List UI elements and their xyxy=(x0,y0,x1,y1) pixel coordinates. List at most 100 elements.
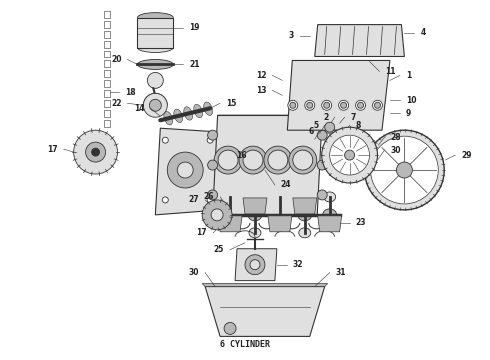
Circle shape xyxy=(86,142,105,162)
Circle shape xyxy=(268,150,288,170)
Ellipse shape xyxy=(204,102,213,115)
Text: 21: 21 xyxy=(189,60,200,69)
Text: 30: 30 xyxy=(189,268,199,277)
Circle shape xyxy=(92,148,99,156)
Circle shape xyxy=(288,100,298,110)
Text: 11: 11 xyxy=(386,67,396,76)
Text: 16: 16 xyxy=(236,150,246,159)
Text: 23: 23 xyxy=(356,218,366,227)
Polygon shape xyxy=(268,216,292,232)
Circle shape xyxy=(167,152,203,188)
Circle shape xyxy=(149,99,161,111)
Circle shape xyxy=(339,100,348,110)
Text: 28: 28 xyxy=(391,133,401,142)
Circle shape xyxy=(344,150,355,160)
Text: 20: 20 xyxy=(111,55,122,64)
Circle shape xyxy=(317,190,327,200)
Circle shape xyxy=(207,137,213,143)
Text: 29: 29 xyxy=(461,150,472,159)
Text: 32: 32 xyxy=(293,260,303,269)
Circle shape xyxy=(264,146,292,174)
Text: 17: 17 xyxy=(47,145,58,154)
Circle shape xyxy=(305,100,315,110)
Circle shape xyxy=(162,197,168,203)
Text: 10: 10 xyxy=(406,96,416,105)
Circle shape xyxy=(239,146,267,174)
Ellipse shape xyxy=(174,109,183,122)
Circle shape xyxy=(365,130,444,210)
Circle shape xyxy=(162,137,168,143)
Polygon shape xyxy=(202,284,328,287)
Circle shape xyxy=(144,93,167,117)
Circle shape xyxy=(224,323,236,334)
Ellipse shape xyxy=(194,104,203,118)
Circle shape xyxy=(211,209,223,221)
Ellipse shape xyxy=(298,84,316,96)
Circle shape xyxy=(245,255,265,275)
Polygon shape xyxy=(318,216,342,232)
Polygon shape xyxy=(287,60,390,130)
Polygon shape xyxy=(155,128,222,215)
Text: 6 CYLINDER: 6 CYLINDER xyxy=(220,340,270,349)
Text: 9: 9 xyxy=(406,109,411,118)
Text: 24: 24 xyxy=(281,180,292,189)
Circle shape xyxy=(147,72,163,88)
Circle shape xyxy=(374,102,380,108)
Text: 30: 30 xyxy=(391,145,401,154)
Polygon shape xyxy=(213,115,322,215)
Ellipse shape xyxy=(365,62,374,67)
Polygon shape xyxy=(235,249,277,280)
Ellipse shape xyxy=(299,228,311,238)
Polygon shape xyxy=(137,18,173,48)
Circle shape xyxy=(250,260,260,270)
Text: 4: 4 xyxy=(420,28,426,37)
Polygon shape xyxy=(218,216,242,232)
Circle shape xyxy=(317,160,327,170)
Ellipse shape xyxy=(274,192,286,202)
Circle shape xyxy=(202,200,232,230)
Circle shape xyxy=(208,160,218,170)
Text: 14: 14 xyxy=(134,104,145,113)
Circle shape xyxy=(358,102,364,108)
Ellipse shape xyxy=(137,59,173,69)
Polygon shape xyxy=(243,198,267,214)
Circle shape xyxy=(330,135,369,175)
Circle shape xyxy=(317,130,327,140)
Text: 5: 5 xyxy=(314,121,318,130)
Text: 13: 13 xyxy=(256,86,267,95)
Circle shape xyxy=(325,122,335,132)
Text: 2: 2 xyxy=(323,113,329,122)
Text: 22: 22 xyxy=(111,99,122,108)
Circle shape xyxy=(214,146,242,174)
Polygon shape xyxy=(205,287,325,336)
Ellipse shape xyxy=(249,228,261,238)
Ellipse shape xyxy=(326,84,343,96)
Circle shape xyxy=(356,100,366,110)
Ellipse shape xyxy=(184,107,193,120)
Text: 12: 12 xyxy=(256,71,267,80)
Ellipse shape xyxy=(224,192,236,202)
Text: 3: 3 xyxy=(289,31,294,40)
Circle shape xyxy=(289,146,317,174)
Circle shape xyxy=(243,150,263,170)
Ellipse shape xyxy=(324,192,336,202)
Polygon shape xyxy=(315,24,404,57)
Text: 1: 1 xyxy=(406,71,411,80)
Ellipse shape xyxy=(354,84,371,96)
Text: 26: 26 xyxy=(204,193,214,202)
Circle shape xyxy=(322,127,377,183)
Circle shape xyxy=(370,136,438,204)
Circle shape xyxy=(207,197,213,203)
Circle shape xyxy=(307,102,313,108)
Text: 19: 19 xyxy=(189,23,200,32)
Circle shape xyxy=(341,102,346,108)
Ellipse shape xyxy=(273,209,287,221)
Circle shape xyxy=(372,100,383,110)
Circle shape xyxy=(218,150,238,170)
Text: 31: 31 xyxy=(336,268,346,277)
Text: 18: 18 xyxy=(125,88,136,97)
Ellipse shape xyxy=(323,209,337,221)
Ellipse shape xyxy=(137,42,173,53)
Polygon shape xyxy=(293,198,317,214)
Circle shape xyxy=(322,100,332,110)
